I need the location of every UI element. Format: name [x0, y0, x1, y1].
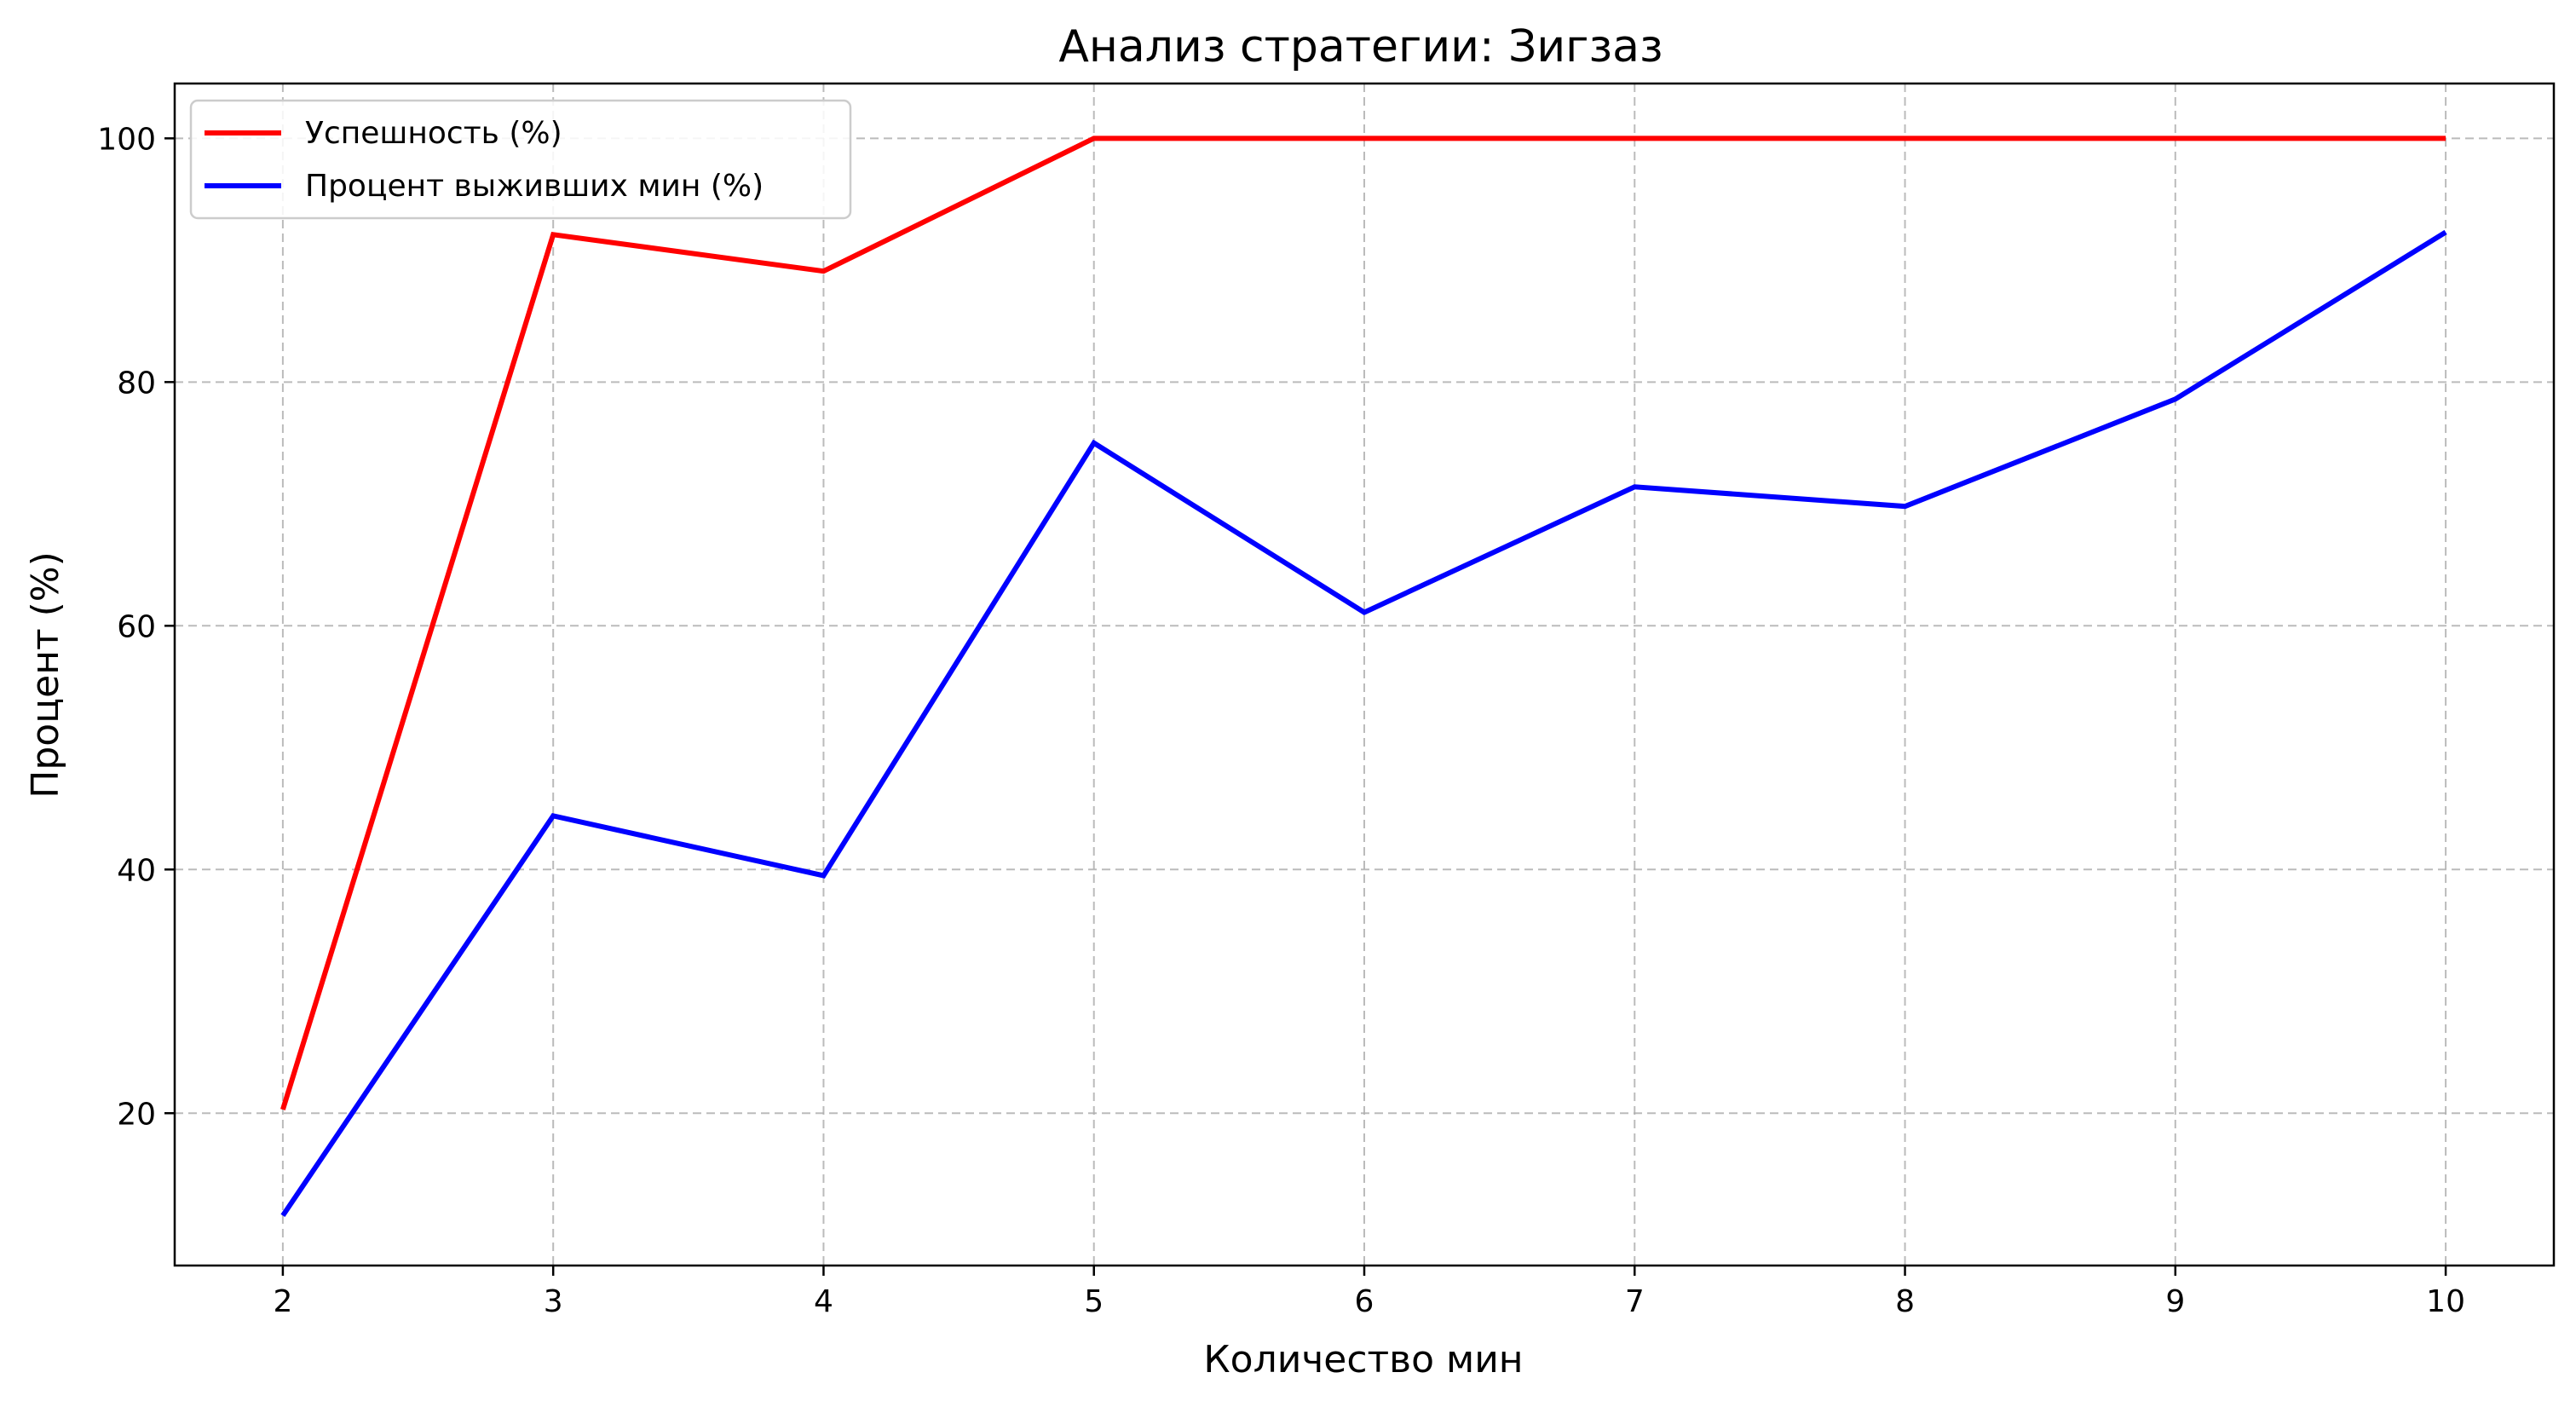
x-tick-label: 2 — [273, 1284, 292, 1319]
x-tick-label: 3 — [544, 1284, 563, 1319]
plot-frame — [173, 82, 2556, 1267]
legend-label-survived: Процент выживших мин (%) — [305, 169, 764, 204]
y-tick-label: 100 — [97, 122, 156, 157]
x-tick-label: 6 — [1355, 1284, 1374, 1319]
x-axis-label: Количество мин — [1203, 1338, 1523, 1381]
legend-box — [189, 99, 852, 220]
legend-label-success: Успешность (%) — [305, 116, 562, 151]
x-tick-label: 9 — [2165, 1284, 2185, 1319]
legend: Успешность (%) Процент выживших мин (%) — [189, 99, 852, 220]
x-tick-label: 10 — [2426, 1284, 2465, 1319]
y-tick-label: 80 — [117, 366, 156, 401]
series-lines — [280, 136, 2447, 1218]
x-tick-label: 8 — [1895, 1284, 1915, 1319]
survived-mines-line — [280, 229, 2447, 1218]
x-tick-label: 4 — [814, 1284, 833, 1319]
success-rate-line — [280, 136, 2446, 1110]
chart-title: Анализ стратегии: Зигзаз — [1058, 21, 1663, 72]
y-tick-label: 60 — [117, 609, 156, 644]
y-tick-label: 40 — [117, 853, 156, 888]
x-tick-label: 5 — [1084, 1284, 1104, 1319]
axis-ticks: 2 3 4 5 6 7 8 9 10 20 40 60 80 100 — [97, 122, 2465, 1319]
y-tick-label: 20 — [117, 1097, 156, 1132]
y-axis-label: Процент (%) — [24, 551, 67, 798]
grid — [175, 84, 2554, 1266]
x-tick-label: 7 — [1625, 1284, 1645, 1319]
